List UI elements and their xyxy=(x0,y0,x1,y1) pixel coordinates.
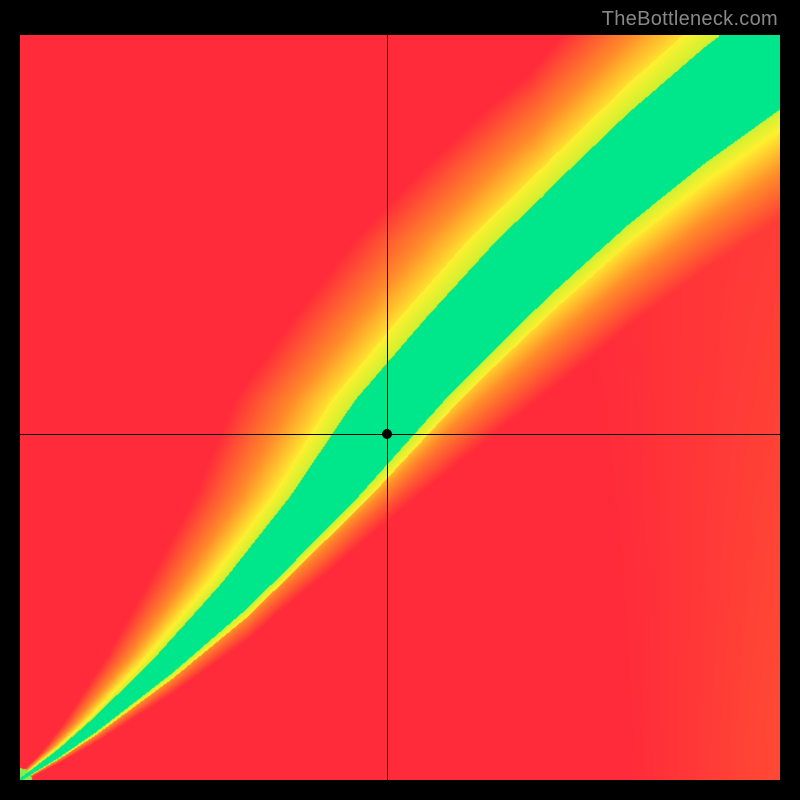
plot-area xyxy=(20,35,780,780)
heatmap-canvas xyxy=(20,35,780,780)
crosshair-marker xyxy=(382,429,392,439)
watermark-text: TheBottleneck.com xyxy=(602,8,778,31)
crosshair-vertical xyxy=(387,35,388,780)
crosshair-horizontal xyxy=(20,434,780,435)
chart-container xyxy=(20,35,780,780)
